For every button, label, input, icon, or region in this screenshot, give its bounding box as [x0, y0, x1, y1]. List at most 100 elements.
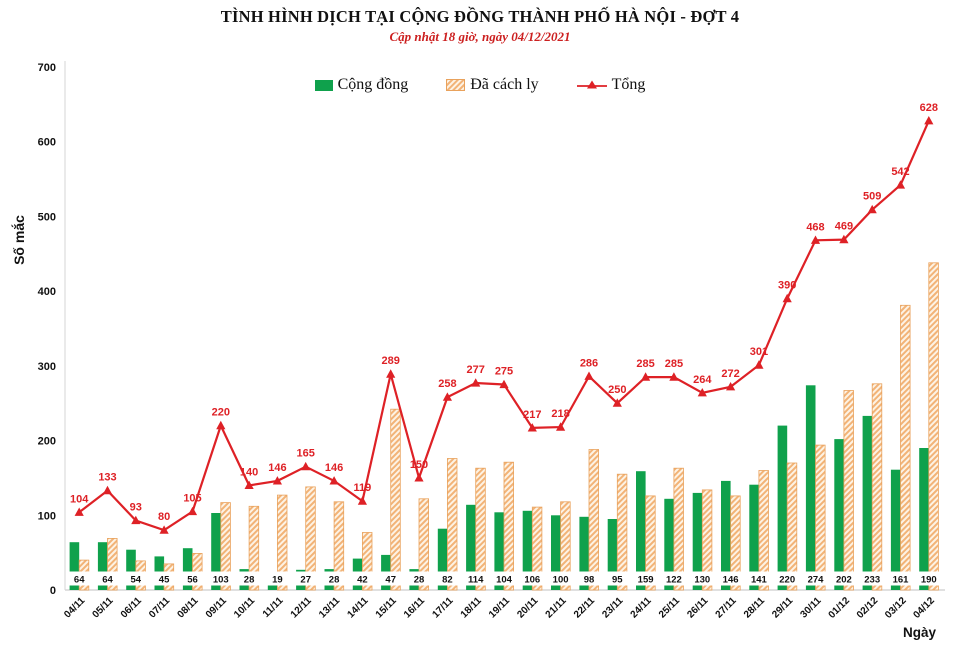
total-value-label: 146	[268, 462, 286, 474]
total-marker-icon	[810, 235, 821, 244]
total-marker-icon	[556, 422, 566, 431]
total-value-label: 80	[158, 511, 170, 523]
bar-da-cach-ly	[475, 467, 486, 591]
bar-cong-dong	[69, 542, 80, 590]
bar-value-label: 103	[213, 575, 229, 586]
bar-value-label: 54	[131, 575, 142, 586]
bar-da-cach-ly	[361, 532, 373, 591]
x-tick-label: 05/11	[91, 595, 116, 620]
bar-value-label-bg	[860, 571, 885, 586]
total-marker-icon	[754, 360, 764, 369]
bar-value-label: 220	[779, 575, 795, 586]
total-marker-icon	[272, 476, 282, 485]
total-marker-icon	[669, 372, 679, 381]
x-tick-label: 22/11	[572, 595, 597, 620]
total-value-label: 272	[721, 368, 739, 380]
bar-value-label: 64	[74, 575, 85, 586]
bar-cong-dong	[664, 498, 674, 590]
total-value-label: 150	[410, 459, 428, 471]
bar-da-cach-ly	[333, 501, 345, 591]
total-marker-icon	[386, 369, 396, 378]
hatched-bar-swatch-icon	[446, 79, 466, 91]
bar-da-cach-ly	[645, 495, 656, 591]
bar-cong-dong	[749, 484, 759, 590]
y-tick-label: 200	[38, 436, 56, 448]
bar-da-cach-ly	[815, 444, 826, 591]
total-marker-icon	[329, 476, 339, 485]
total-marker-icon	[131, 515, 141, 525]
total-marker-icon	[471, 378, 481, 387]
bar-cong-dong	[182, 548, 193, 590]
bar-value-label: 202	[836, 575, 852, 586]
bar-value-label: 64	[102, 575, 113, 586]
bar-da-cach-ly	[871, 383, 883, 591]
bar-value-label: 106	[524, 575, 540, 586]
total-value-label: 119	[354, 482, 372, 494]
bar-cong-dong	[862, 415, 873, 590]
total-marker-icon	[499, 379, 509, 389]
total-value-label: 146	[325, 462, 343, 474]
x-tick-label: 12/11	[289, 595, 314, 620]
bar-da-cach-ly	[107, 538, 118, 591]
bar-da-cach-ly	[701, 489, 713, 591]
total-value-label: 285	[665, 358, 683, 370]
chart-subtitle: Cập nhật 18 giờ, ngày 04/12/2021	[389, 29, 571, 44]
bar-value-label: 141	[751, 575, 768, 586]
bar-value-label-bg	[67, 571, 92, 586]
bar-cong-dong	[607, 519, 618, 590]
x-tick-label: 20/11	[515, 595, 540, 620]
bar-da-cach-ly	[305, 486, 316, 591]
x-tick-label: 17/11	[430, 595, 455, 620]
bar-cong-dong	[777, 425, 788, 590]
x-tick-label: 19/11	[487, 595, 512, 620]
bar-cong-dong	[126, 549, 136, 590]
bar-value-label-bg	[520, 571, 545, 586]
x-tick-label: 18/11	[459, 595, 484, 620]
total-marker-icon	[442, 392, 452, 401]
bar-da-cach-ly	[418, 498, 430, 591]
bar-value-label-bg	[775, 571, 800, 586]
y-tick-label: 400	[38, 286, 56, 298]
bar-cong-dong	[551, 515, 561, 590]
x-axis-title: Ngày	[902, 625, 936, 640]
legend: Cộng đồng Đã cách ly Tổng	[0, 76, 960, 94]
total-marker-icon	[697, 388, 707, 397]
x-tick-label: 01/12	[827, 595, 853, 621]
total-marker-icon	[527, 423, 537, 432]
bar-value-label: 130	[694, 575, 710, 586]
bar-da-cach-ly	[248, 505, 260, 591]
bar-value-label: 104	[496, 575, 513, 586]
bar-da-cach-ly	[928, 262, 939, 591]
bar-cong-dong	[211, 513, 221, 590]
x-tick-label: 07/11	[147, 595, 172, 620]
bar-da-cach-ly	[588, 449, 600, 591]
x-tick-label: 10/11	[232, 595, 257, 620]
bar-da-cach-ly	[786, 462, 798, 591]
total-value-label: 217	[523, 409, 541, 421]
bar-value-label: 28	[414, 575, 425, 586]
bar-cong-dong	[636, 471, 646, 590]
total-marker-icon	[895, 180, 906, 189]
x-tick-label: 14/11	[345, 595, 370, 620]
bar-da-cach-ly	[673, 467, 684, 591]
x-tick-label: 02/12	[855, 595, 881, 621]
bar-value-label-bg	[605, 571, 630, 586]
bar-value-label: 28	[244, 575, 255, 586]
total-value-label: 468	[806, 221, 824, 233]
total-value-label: 289	[382, 355, 400, 367]
total-marker-icon	[216, 420, 226, 430]
bar-value-label-bg	[95, 571, 120, 586]
bar-value-label: 47	[385, 575, 396, 586]
total-value-label: 469	[835, 221, 853, 233]
bar-value-label-bg	[208, 571, 233, 586]
total-value-label: 220	[212, 407, 230, 419]
total-marker-icon	[726, 382, 736, 391]
bar-da-cach-ly	[446, 458, 458, 591]
bar-value-label: 100	[553, 575, 569, 586]
bar-value-label: 45	[159, 575, 170, 586]
total-value-label: 250	[608, 384, 626, 396]
total-marker-icon	[641, 372, 651, 381]
bar-value-label-bg	[661, 571, 686, 586]
bar-da-cach-ly	[616, 473, 628, 591]
